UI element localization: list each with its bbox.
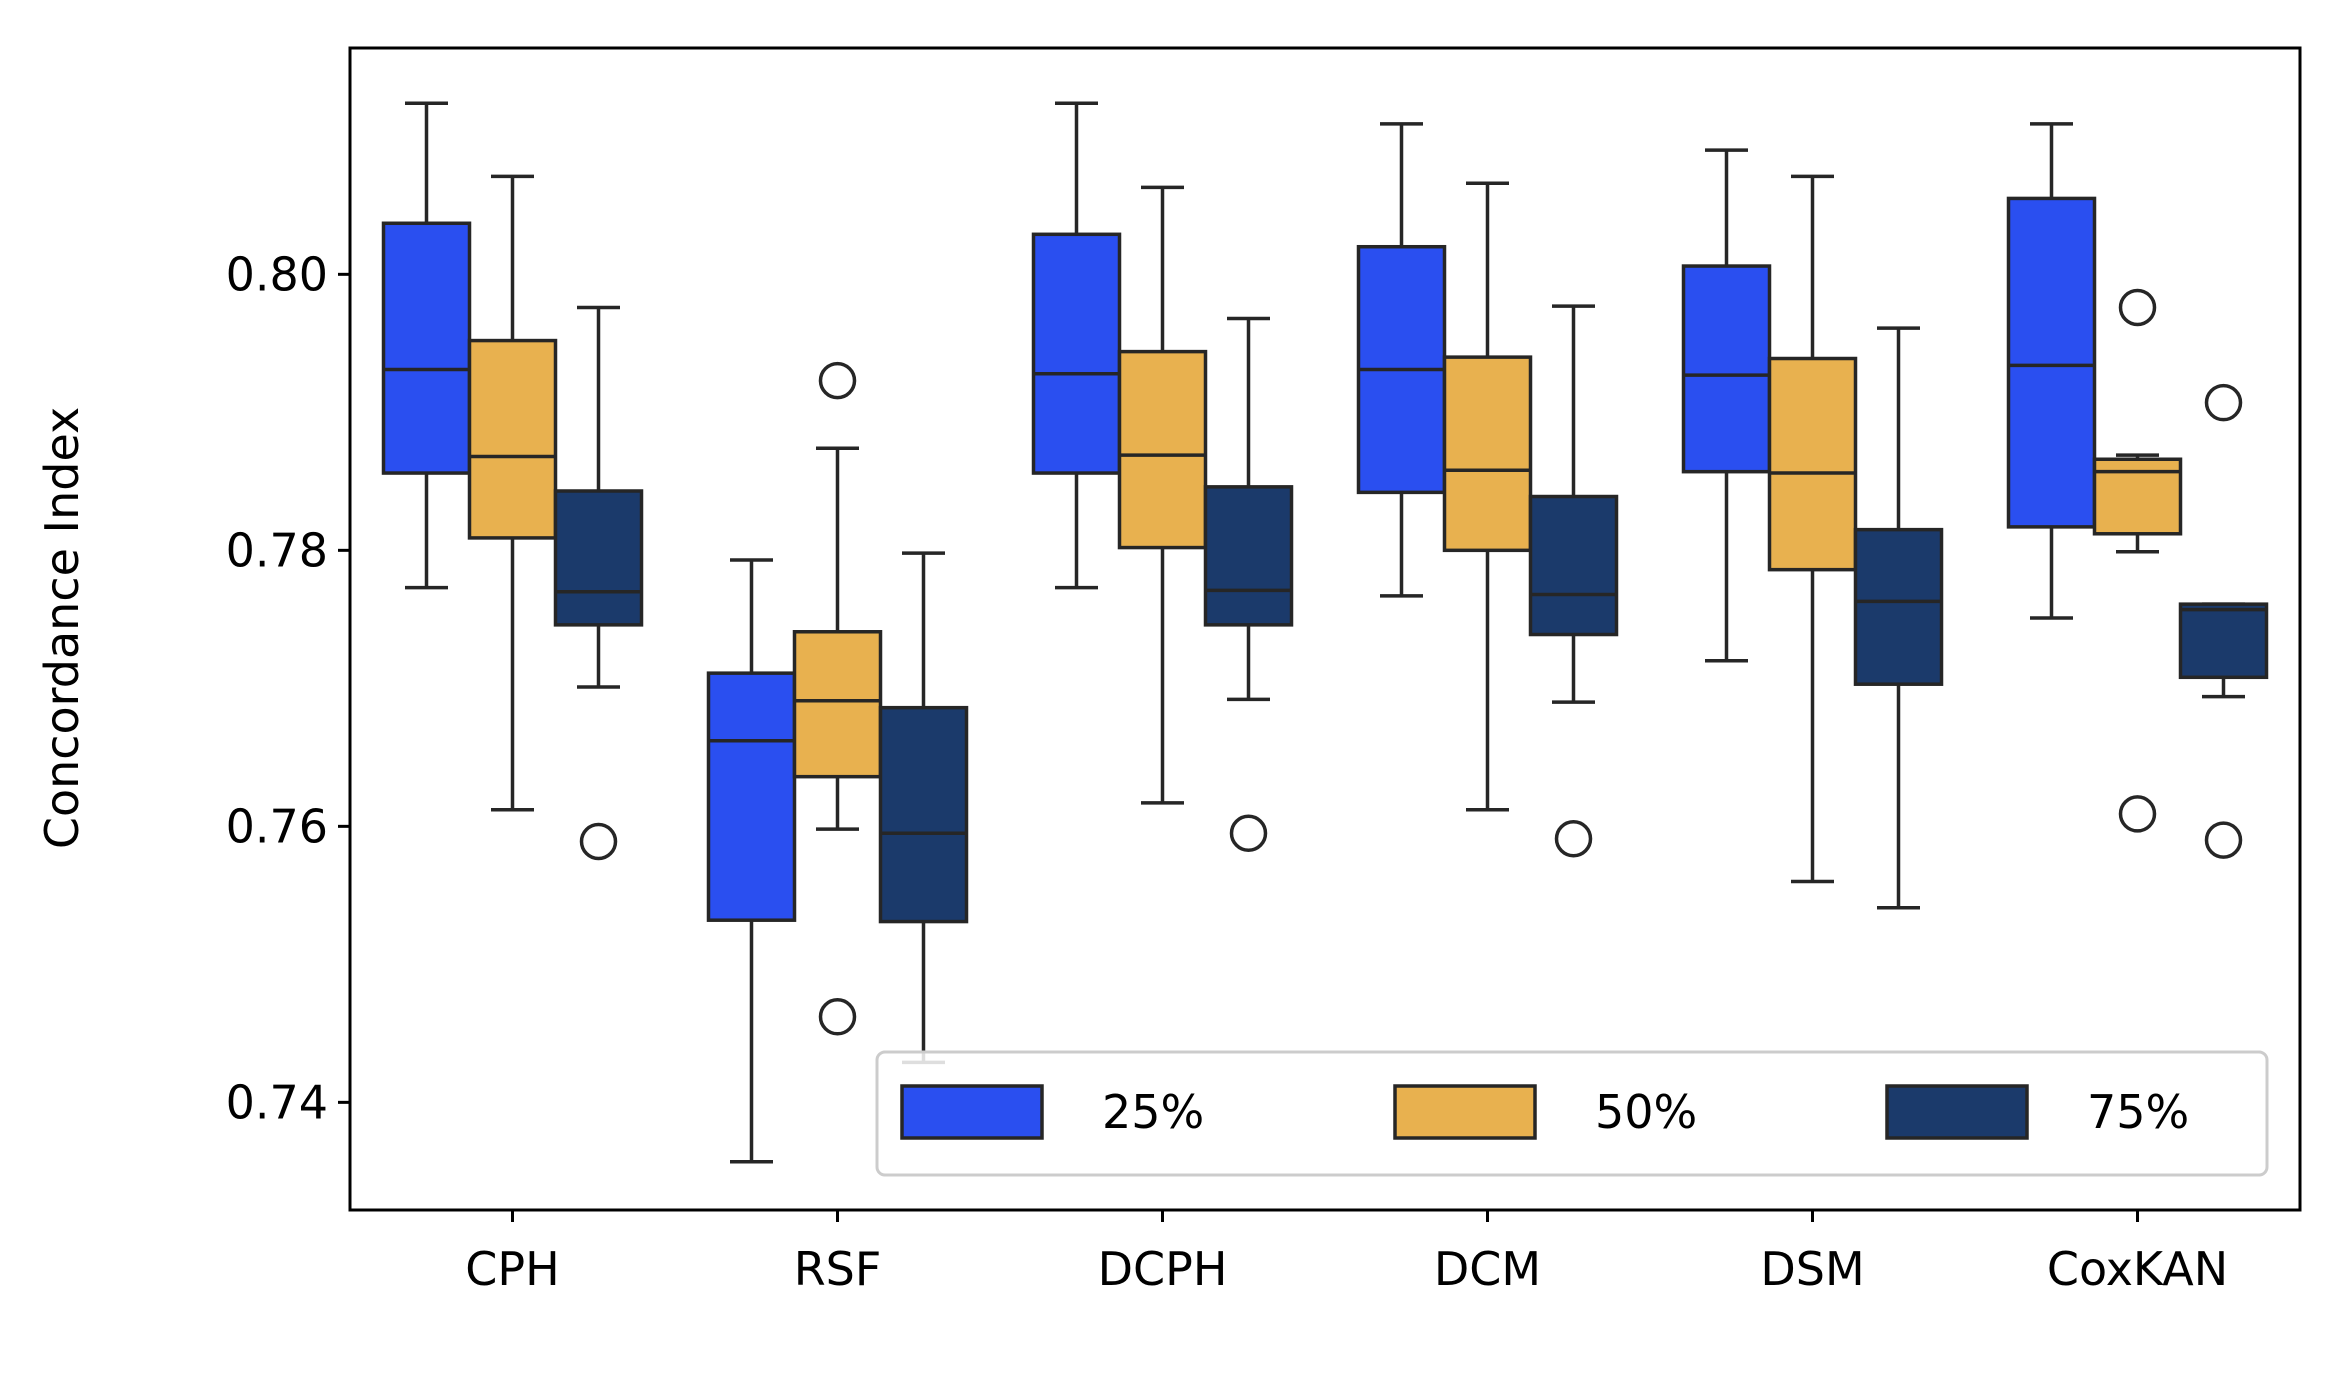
outlier-point bbox=[2118, 288, 2157, 327]
box-iqr bbox=[1442, 355, 1533, 553]
axes: 0.74 0.76 0.78 0.80 CPH RSF DCPH DCM DSM CoxKAN bbox=[226, 46, 2302, 1296]
box-CoxKAN-25% bbox=[2006, 122, 2097, 620]
box-RSF-50% bbox=[792, 361, 883, 1036]
box-iqr bbox=[1767, 356, 1858, 572]
legend-swatch bbox=[1885, 1084, 2029, 1140]
outlier-point bbox=[2118, 795, 2157, 833]
box-iqr bbox=[2178, 602, 2269, 680]
x-tick-label: DCM bbox=[1434, 1242, 1541, 1296]
box-iqr bbox=[878, 705, 969, 924]
box-iqr bbox=[1528, 494, 1619, 637]
outlier-point bbox=[2204, 821, 2243, 859]
y-tick-label: 0.76 bbox=[226, 799, 328, 853]
box-iqr bbox=[1203, 485, 1294, 627]
legend-swatch bbox=[900, 1084, 1044, 1140]
box-CPH-50% bbox=[467, 174, 558, 812]
box-iqr bbox=[2006, 196, 2097, 529]
plot-frame bbox=[348, 46, 2302, 1212]
outlier-point bbox=[818, 998, 857, 1036]
box-iqr bbox=[1853, 527, 1944, 686]
box-CPH-25% bbox=[381, 101, 472, 590]
outlier-point bbox=[818, 361, 857, 400]
box-CPH-75% bbox=[553, 305, 644, 861]
box-iqr bbox=[1031, 232, 1122, 475]
box-DCM-50% bbox=[1442, 181, 1533, 812]
box-DSM-75% bbox=[1853, 326, 1944, 910]
legend-entry-75%: 75% bbox=[1885, 1084, 2189, 1140]
legend-frame bbox=[875, 1050, 2269, 1177]
legend-entry-50%: 50% bbox=[1393, 1084, 1697, 1140]
legend: 25% 50% 75% bbox=[875, 1050, 2269, 1177]
box-DSM-50% bbox=[1767, 174, 1858, 884]
box-iqr bbox=[792, 630, 883, 779]
outlier-point bbox=[2204, 383, 2243, 422]
legend-label: 25% bbox=[1102, 1085, 1204, 1139]
box-iqr bbox=[553, 489, 644, 627]
y-axis-label: Concordance Index bbox=[35, 407, 89, 849]
box-iqr bbox=[467, 338, 558, 540]
box-DCM-75% bbox=[1528, 304, 1619, 858]
legend-label: 75% bbox=[2087, 1085, 2189, 1139]
box-DCM-25% bbox=[1356, 122, 1447, 598]
box-DSM-25% bbox=[1681, 148, 1772, 663]
legend-swatch bbox=[1393, 1084, 1537, 1140]
legend-label: 50% bbox=[1595, 1085, 1697, 1139]
y-tick-label: 0.78 bbox=[226, 523, 328, 577]
outlier-point bbox=[1554, 820, 1593, 858]
y-tick-label: 0.80 bbox=[226, 247, 328, 301]
box-iqr bbox=[706, 671, 797, 922]
box-RSF-75% bbox=[878, 551, 969, 1065]
box-iqr bbox=[381, 221, 472, 475]
box-DCPH-25% bbox=[1031, 101, 1122, 590]
outlier-point bbox=[579, 822, 618, 861]
y-tick-label: 0.74 bbox=[226, 1075, 328, 1129]
x-tick-label: CoxKAN bbox=[2047, 1242, 2228, 1296]
box-iqr bbox=[1117, 349, 1208, 550]
box-CoxKAN-75% bbox=[2178, 383, 2269, 859]
box-DCPH-50% bbox=[1117, 185, 1208, 805]
plot-area bbox=[381, 101, 2269, 1164]
legend-entry-25%: 25% bbox=[900, 1084, 1204, 1140]
box-DCPH-75% bbox=[1203, 316, 1294, 852]
box-RSF-25% bbox=[706, 558, 797, 1164]
x-tick-label: CPH bbox=[465, 1242, 559, 1296]
x-tick-label: DCPH bbox=[1098, 1242, 1228, 1296]
outlier-point bbox=[1229, 814, 1268, 852]
box-CoxKAN-50% bbox=[2092, 288, 2183, 833]
x-tick-label: RSF bbox=[794, 1242, 882, 1296]
box-iqr bbox=[1681, 264, 1772, 474]
x-tick-label: DSM bbox=[1760, 1242, 1864, 1296]
